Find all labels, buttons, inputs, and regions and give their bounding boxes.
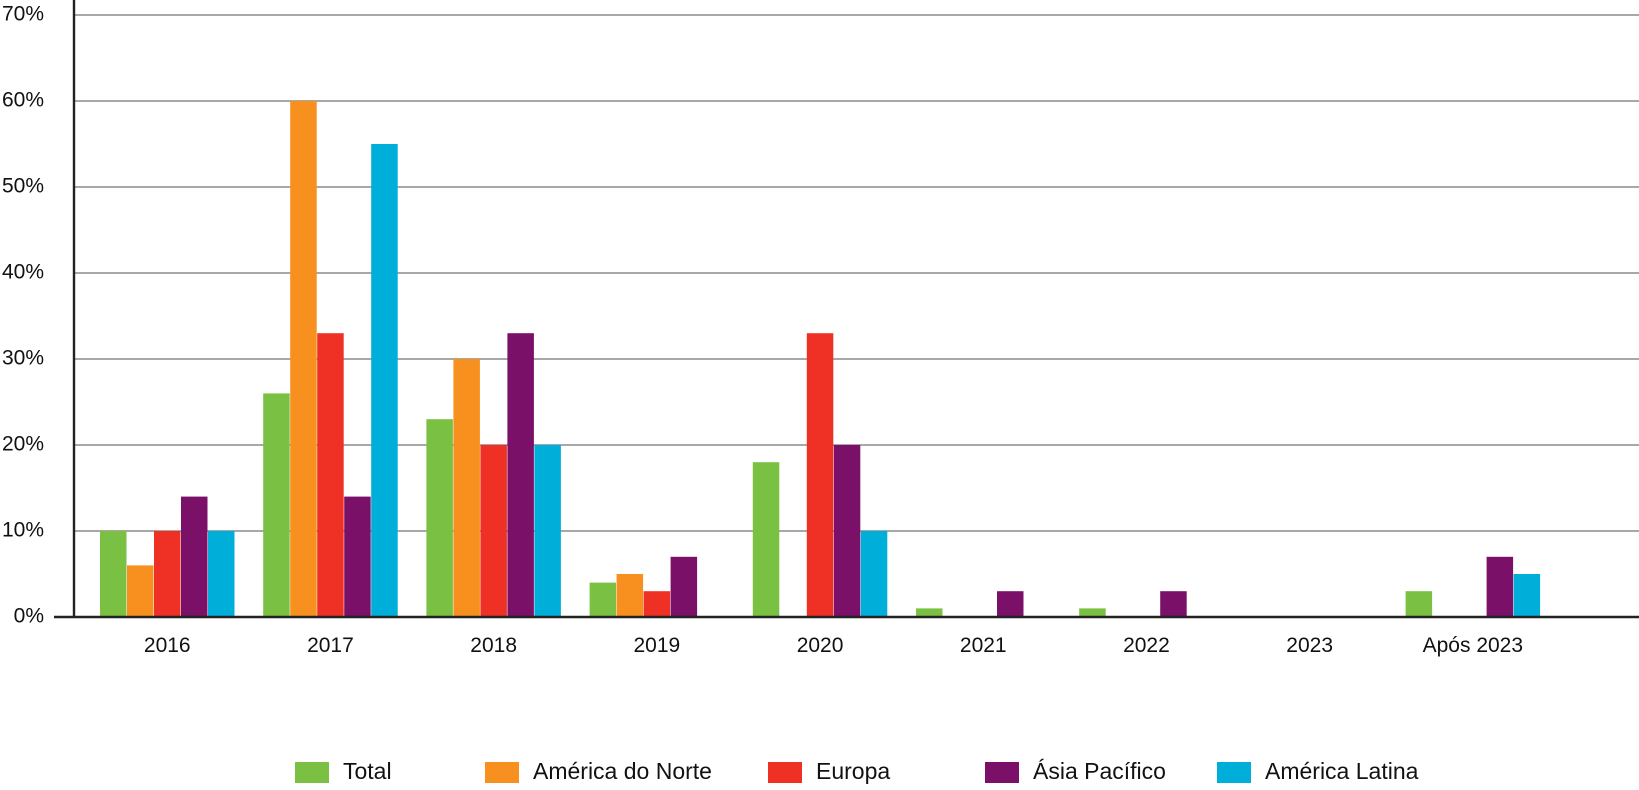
y-tick-label: 40% (2, 261, 44, 284)
bar (317, 333, 344, 617)
bar (589, 582, 617, 617)
legend-swatch (985, 762, 1019, 783)
y-tick-label: 20% (2, 433, 44, 456)
legend-label: Ásia Pacífico (1033, 758, 1166, 784)
y-tick-label: 0% (14, 605, 44, 628)
x-axis-ticks: 2016 2017 2018 2019 2020 2021 2022 2023 Após 202… (144, 634, 1523, 657)
bar (507, 333, 534, 617)
bar (1160, 591, 1187, 617)
bar (1486, 556, 1514, 617)
x-tick-label: 2021 (960, 634, 1007, 657)
x-tick-label: Após 2023 (1423, 634, 1523, 657)
bar (371, 144, 398, 617)
y-tick-label: 10% (2, 519, 44, 542)
bar (670, 556, 698, 617)
x-tick-label: 2023 (1286, 634, 1333, 657)
bar (534, 445, 561, 617)
x-tick-label: 2022 (1123, 634, 1170, 657)
x-tick-label: 2019 (633, 634, 680, 657)
x-tick-label: 2020 (797, 634, 844, 657)
bar (100, 531, 127, 617)
bar (860, 531, 888, 617)
legend-label: Total (343, 758, 392, 784)
bar (290, 101, 317, 617)
y-tick-label: 30% (2, 347, 44, 370)
x-tick-label: 2018 (470, 634, 517, 657)
bar (426, 419, 453, 617)
legend-label: América do Norte (533, 758, 712, 784)
bar (154, 531, 181, 617)
y-tick-label: 70% (2, 3, 44, 26)
legend-swatch (295, 762, 329, 783)
bar (127, 565, 154, 617)
bars (100, 101, 1541, 617)
y-tick-label: 50% (2, 175, 44, 198)
bar (752, 462, 780, 617)
bar (806, 333, 834, 617)
bar (997, 591, 1024, 617)
legend-swatch (768, 762, 802, 783)
legend-label: Europa (816, 758, 890, 784)
y-tick-label: 60% (2, 89, 44, 112)
x-tick-label: 2016 (144, 634, 191, 657)
x-tick-label: 2017 (307, 634, 354, 657)
legend-swatch (485, 762, 519, 783)
bar (453, 359, 480, 617)
bar (208, 531, 235, 617)
legend-label: América Latina (1265, 758, 1419, 784)
bar (916, 608, 943, 617)
bar (344, 496, 371, 617)
bar (616, 574, 644, 617)
bar (263, 393, 290, 617)
bar (181, 496, 208, 617)
legend-swatch (1217, 762, 1251, 783)
bar (1079, 608, 1106, 617)
bar (480, 445, 507, 617)
y-axis-ticks: 0% 10% 20% 30% 40% 50% 60% 70% (2, 3, 44, 628)
axes (54, 0, 1639, 619)
legend: Total América do Norte Europa Ásia Pacífico… (295, 758, 1419, 784)
bar (643, 591, 671, 617)
bar (833, 445, 861, 617)
bar (1405, 591, 1433, 617)
bar (1513, 574, 1541, 617)
